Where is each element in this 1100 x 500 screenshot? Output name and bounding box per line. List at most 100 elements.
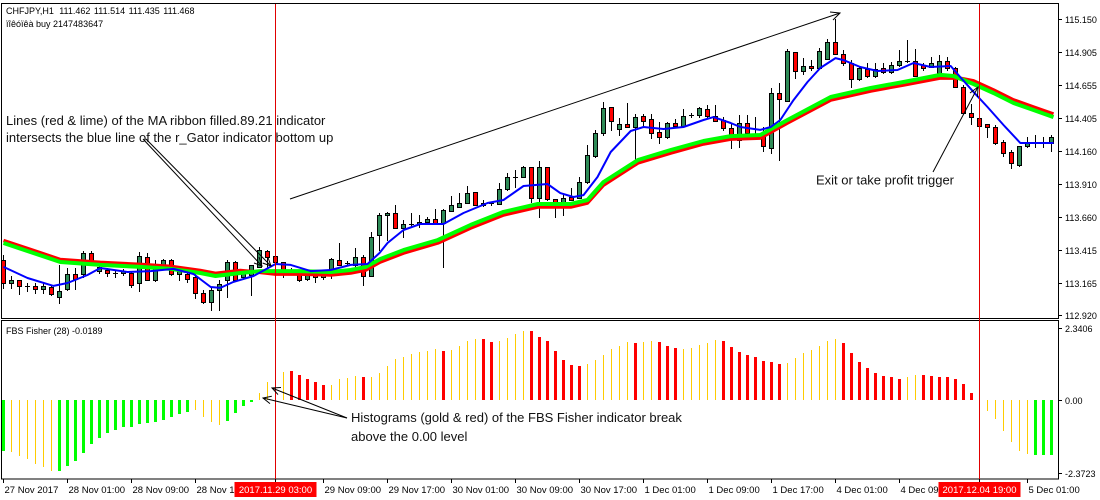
candle bbox=[689, 113, 694, 118]
price-axis-label: 114.905 bbox=[1065, 48, 1097, 58]
candle-body-bull bbox=[449, 205, 454, 212]
annotation-exit-trigger: Exit or take profit trigger bbox=[816, 85, 979, 188]
histogram-bar-red bbox=[970, 392, 973, 401]
candle-body-bull bbox=[785, 51, 790, 102]
candle bbox=[801, 58, 806, 75]
candle-body-bull bbox=[593, 133, 598, 157]
histogram-bar-gold bbox=[995, 400, 996, 420]
fisher-axis-label: 2.3406 bbox=[1065, 324, 1093, 334]
annotation-text-line: above the 0.00 level bbox=[351, 429, 467, 444]
histogram-bar-red bbox=[570, 365, 573, 401]
arrowhead-icon bbox=[270, 387, 282, 395]
candle-body-bear bbox=[865, 69, 870, 77]
histogram-bar-red bbox=[866, 368, 869, 401]
candle bbox=[513, 170, 518, 188]
candle bbox=[1009, 150, 1014, 169]
candle-body-bull bbox=[209, 290, 214, 303]
price-axis-label: 112.920 bbox=[1065, 311, 1097, 321]
candle-body-bear bbox=[193, 277, 198, 294]
ma-lime-line bbox=[2, 72, 1055, 278]
histogram-bar-red bbox=[658, 342, 661, 401]
candle bbox=[641, 114, 646, 126]
histogram-bar-red bbox=[362, 377, 365, 401]
histogram-bar-gold bbox=[627, 342, 628, 401]
candle bbox=[465, 186, 470, 204]
histogram-bar-gold bbox=[451, 350, 452, 401]
candle-body-bull bbox=[665, 123, 670, 138]
histogram-bar-red bbox=[730, 346, 733, 401]
candle-body-bull bbox=[889, 65, 894, 73]
candle-body-bear bbox=[473, 192, 478, 206]
histogram-bar-gold bbox=[427, 350, 428, 401]
candle bbox=[393, 205, 398, 229]
histogram-bar-gold bbox=[19, 400, 20, 457]
histogram-bar-gold bbox=[691, 347, 692, 401]
histogram-bar-red bbox=[778, 364, 781, 401]
ma-red-line bbox=[2, 76, 1055, 277]
histogram-bar-lime bbox=[170, 400, 173, 417]
candle-body-bear bbox=[945, 61, 950, 69]
candle-body-bear bbox=[1009, 152, 1014, 164]
candle-body-bull bbox=[633, 117, 638, 128]
time-marker-box bbox=[938, 482, 1021, 497]
candle-body-bear bbox=[105, 270, 110, 274]
candle bbox=[49, 286, 54, 296]
candle-body-bear bbox=[777, 93, 782, 100]
candle-body-bear bbox=[649, 119, 654, 134]
candle bbox=[385, 212, 390, 241]
candle-body-bull bbox=[825, 42, 830, 60]
candle bbox=[809, 60, 814, 71]
histogram-bar-red bbox=[874, 373, 877, 401]
histogram-bar-lime bbox=[66, 400, 69, 466]
histogram-bar-gold bbox=[651, 341, 652, 401]
fisher-axis-label: 0.00 bbox=[1065, 396, 1083, 406]
histogram-bar-red bbox=[666, 346, 669, 401]
arrowhead-icon bbox=[969, 85, 979, 98]
histogram-bar-red bbox=[922, 374, 925, 401]
candle bbox=[569, 188, 574, 201]
histogram-bar-gold bbox=[787, 362, 788, 401]
candle-body-bear bbox=[17, 280, 22, 287]
histogram-bar-gold bbox=[355, 376, 356, 401]
candle-body-bull bbox=[401, 224, 406, 229]
time-axis-label: 1 Dec 17:00 bbox=[773, 485, 824, 496]
candle-body-bear bbox=[185, 274, 190, 280]
candle bbox=[1017, 146, 1022, 167]
candle-body-bear bbox=[985, 124, 990, 128]
candle bbox=[129, 272, 134, 288]
price-axis[interactable] bbox=[1059, 3, 1100, 479]
histogram-bar-red bbox=[938, 377, 941, 401]
histogram-bar-red bbox=[290, 370, 293, 401]
candle bbox=[985, 124, 990, 138]
histogram-bar-gold bbox=[195, 400, 196, 411]
histogram-bar-gold bbox=[595, 360, 596, 401]
histogram-bar-gold bbox=[419, 352, 420, 401]
histogram-bar-red bbox=[538, 337, 541, 401]
time-axis-label: 28 Nov 1 bbox=[197, 485, 235, 496]
annotation-arrow-line bbox=[271, 387, 348, 419]
candle bbox=[697, 107, 702, 118]
histogram-bar-lime bbox=[178, 400, 181, 415]
candle bbox=[705, 105, 710, 118]
annotation-text-line: Lines (red & lime) of the MA ribbon fill… bbox=[6, 113, 326, 128]
histogram-bar-red bbox=[754, 357, 757, 401]
histogram-bar-gold bbox=[587, 364, 588, 401]
time-marker-text: 2017.12.04 19:00 bbox=[943, 485, 1017, 496]
price-axis-scale: 115.150 114.905 114.655 114.405 114.160 113.9… bbox=[1058, 15, 1097, 321]
candle bbox=[633, 114, 638, 161]
histogram-bar-gold bbox=[835, 338, 836, 401]
time-axis-label: 28 Nov 09:00 bbox=[133, 485, 190, 496]
candle bbox=[857, 67, 862, 81]
histogram-bar-gold bbox=[347, 377, 348, 401]
candle-body-bear bbox=[529, 167, 534, 199]
histogram-bar-gold bbox=[803, 353, 804, 401]
histogram-bar-gold bbox=[395, 358, 396, 401]
candle-body-bear bbox=[969, 113, 974, 118]
histogram-bar-gold bbox=[259, 392, 260, 401]
histogram-bar-gold bbox=[1019, 400, 1020, 451]
arrowhead-icon bbox=[829, 11, 842, 21]
time-axis-label: 4 Dec 01:00 bbox=[837, 485, 888, 496]
price-axis-label: 113.165 bbox=[1065, 279, 1097, 289]
time-axis-label: 30 Nov 09:00 bbox=[517, 485, 574, 496]
candle-body-bull bbox=[425, 219, 430, 223]
